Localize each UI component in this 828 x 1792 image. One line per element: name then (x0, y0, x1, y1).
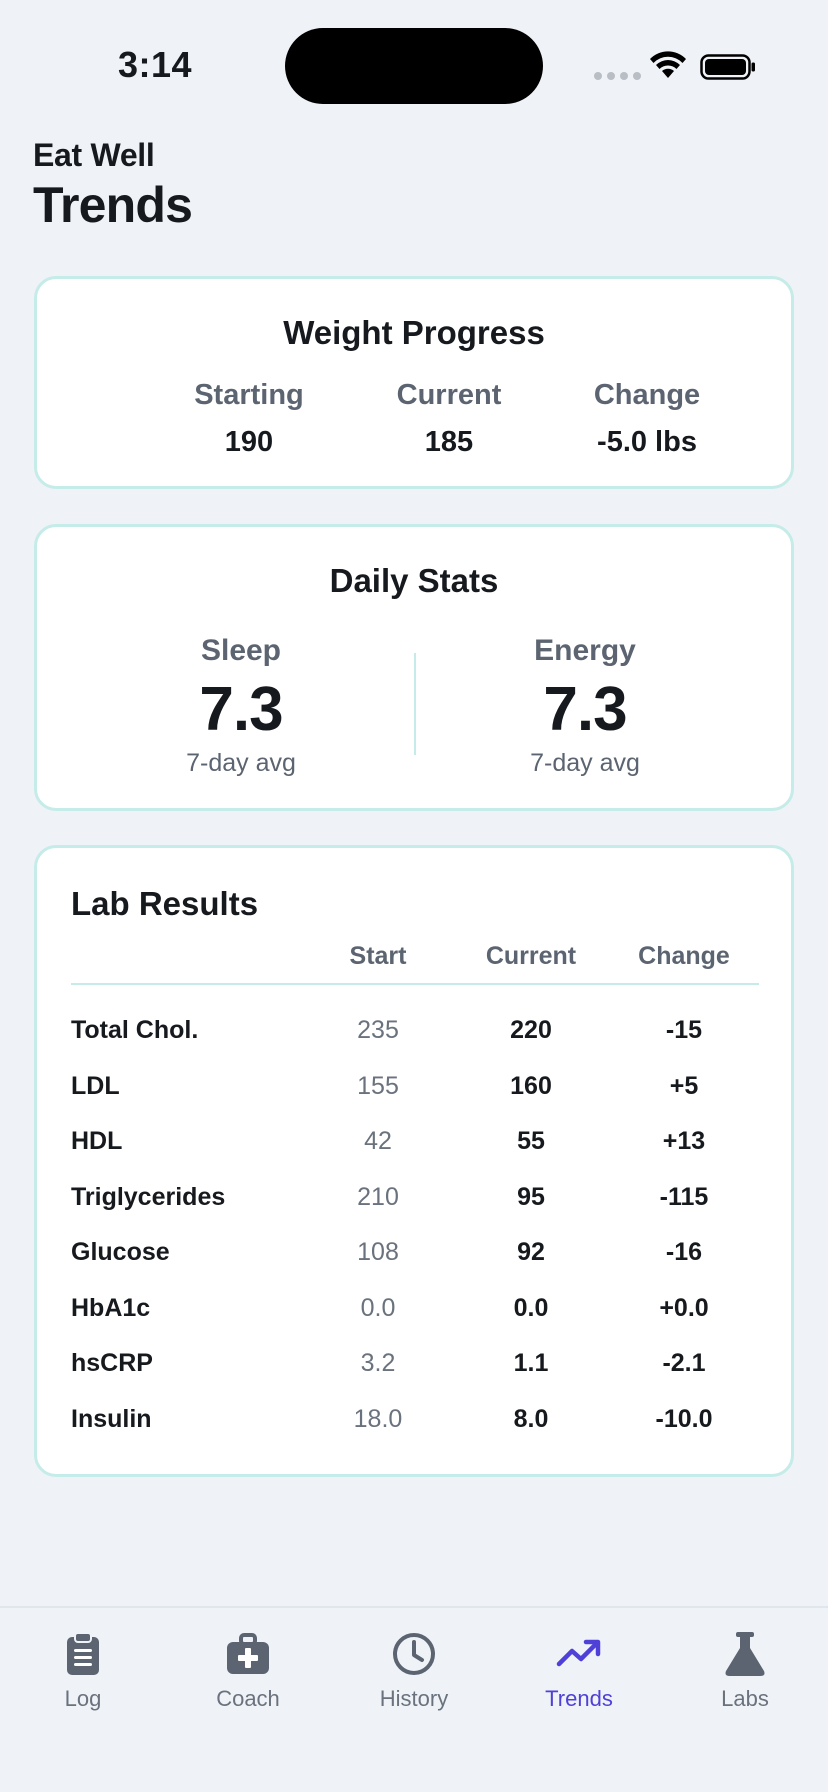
table-row: LDL 155 160 +5 (37, 1072, 791, 1128)
lab-start: 108 (357, 1238, 399, 1266)
lab-change: -16 (665, 1238, 703, 1266)
current-weight: Current 185 (359, 379, 539, 459)
status-time: 3:14 (118, 44, 193, 85)
lab-name: Total Chol. (71, 1016, 199, 1044)
change-value: -5.0 lbs (597, 426, 697, 458)
lab-change: +13 (662, 1127, 706, 1155)
lab-current: 160 (510, 1071, 552, 1100)
lab-start: 0.0 (360, 1293, 396, 1322)
tab-trends[interactable]: Trends (509, 1630, 649, 1712)
lab-header-current: Current (485, 942, 577, 970)
table-row: HDL 42 55 +13 (37, 1127, 791, 1183)
table-row: hsCRP 3.2 1.1 -2.1 (37, 1349, 791, 1405)
table-row: Insulin 18.0 8.0 -10.0 (37, 1405, 791, 1461)
current-label: Current (396, 379, 502, 411)
lab-change: -10.0 (655, 1404, 713, 1433)
dynamic-island (285, 28, 543, 104)
daily-stats-title: Daily Stats (329, 562, 499, 599)
lab-name: HDL (71, 1127, 123, 1155)
sleep-subtitle: 7-day avg (186, 749, 296, 777)
lab-results-card: Lab Results Start Current Change Total C… (34, 845, 794, 1477)
starting-value: 190 (224, 426, 274, 458)
lab-current: 0.0 (513, 1293, 549, 1322)
table-row: Total Chol. 235 220 -15 (37, 1016, 791, 1072)
lab-change: -15 (665, 1016, 703, 1044)
current-value: 185 (424, 426, 474, 458)
status-bar: 3:14 (0, 0, 828, 110)
flask-icon (725, 1632, 765, 1676)
lab-start: 3.2 (360, 1349, 396, 1377)
weight-progress-title: Weight Progress (283, 314, 545, 351)
lab-current: 220 (510, 1016, 552, 1044)
lab-current: 92 (517, 1238, 545, 1266)
lab-start: 210 (357, 1182, 399, 1211)
tab-labs[interactable]: Labs (675, 1630, 815, 1712)
tab-coach-label: Coach (216, 1686, 280, 1711)
change-label: Change (593, 379, 701, 411)
lab-header-start: Start (349, 942, 407, 970)
wifi-icon (650, 51, 686, 78)
lab-start: 18.0 (353, 1404, 403, 1433)
table-row: HbA1c 0.0 0.0 +0.0 (37, 1294, 791, 1350)
lab-name: Insulin (71, 1404, 152, 1433)
lab-current: 95 (517, 1182, 545, 1211)
tab-bar: Log Coach History Trends Labs (0, 1606, 828, 1792)
table-row: Glucose 108 92 -16 (37, 1238, 791, 1294)
energy-stat: Energy 7.3 7-day avg (435, 634, 735, 778)
lab-name: Glucose (71, 1238, 170, 1266)
starting-weight: Starting 190 (159, 379, 339, 459)
stats-divider (414, 653, 416, 755)
energy-label: Energy (534, 634, 636, 667)
lab-name: HbA1c (71, 1293, 151, 1322)
tab-trends-label: Trends (545, 1686, 613, 1711)
lab-current: 8.0 (513, 1404, 549, 1433)
lab-change: +0.0 (659, 1293, 709, 1322)
weight-progress-card: Weight Progress Starting 190 Current 185… (34, 276, 794, 489)
lab-change: -115 (659, 1182, 709, 1211)
energy-subtitle: 7-day avg (530, 749, 640, 777)
trending-up-icon (556, 1639, 601, 1667)
page-title: Trends (33, 177, 193, 233)
app-name: Eat Well (33, 137, 155, 173)
lab-current: 1.1 (513, 1349, 549, 1377)
lab-start: 155 (357, 1071, 399, 1100)
clock-icon (393, 1633, 435, 1675)
lab-results-title: Lab Results (71, 885, 259, 922)
weight-change: Change -5.0 lbs (557, 379, 737, 459)
clipboard-icon (67, 1632, 99, 1675)
sleep-label: Sleep (200, 634, 282, 667)
tab-history-label: History (379, 1686, 449, 1711)
daily-stats-card: Daily Stats Sleep 7.3 7-day avg Energy 7… (34, 524, 794, 811)
tab-history[interactable]: History (344, 1630, 484, 1712)
medical-kit-icon (227, 1633, 269, 1674)
cellular-signal-icon (594, 72, 641, 80)
energy-value: 7.3 (543, 675, 627, 744)
sleep-stat: Sleep 7.3 7-day avg (91, 634, 391, 778)
lab-start: 235 (357, 1016, 399, 1044)
tab-coach[interactable]: Coach (178, 1630, 318, 1712)
lab-start: 42 (364, 1127, 392, 1155)
tab-log-label: Log (64, 1686, 102, 1711)
sleep-value: 7.3 (199, 675, 283, 744)
lab-header-change: Change (638, 942, 730, 970)
table-row: Triglycerides 210 95 -115 (37, 1183, 791, 1239)
starting-label: Starting (194, 379, 304, 411)
lab-results-table: Total Chol. 235 220 -15 LDL 155 160 +5 H… (37, 1016, 791, 1460)
lab-change: -2.1 (662, 1349, 706, 1377)
battery-icon (700, 54, 755, 80)
lab-name: hsCRP (71, 1349, 153, 1377)
lab-header-divider (71, 983, 759, 985)
tab-log[interactable]: Log (13, 1630, 153, 1712)
lab-change: +5 (669, 1071, 699, 1100)
lab-name: LDL (71, 1071, 120, 1100)
lab-name: Triglycerides (71, 1182, 226, 1211)
tab-labs-label: Labs (721, 1686, 769, 1711)
lab-current: 55 (517, 1127, 545, 1155)
